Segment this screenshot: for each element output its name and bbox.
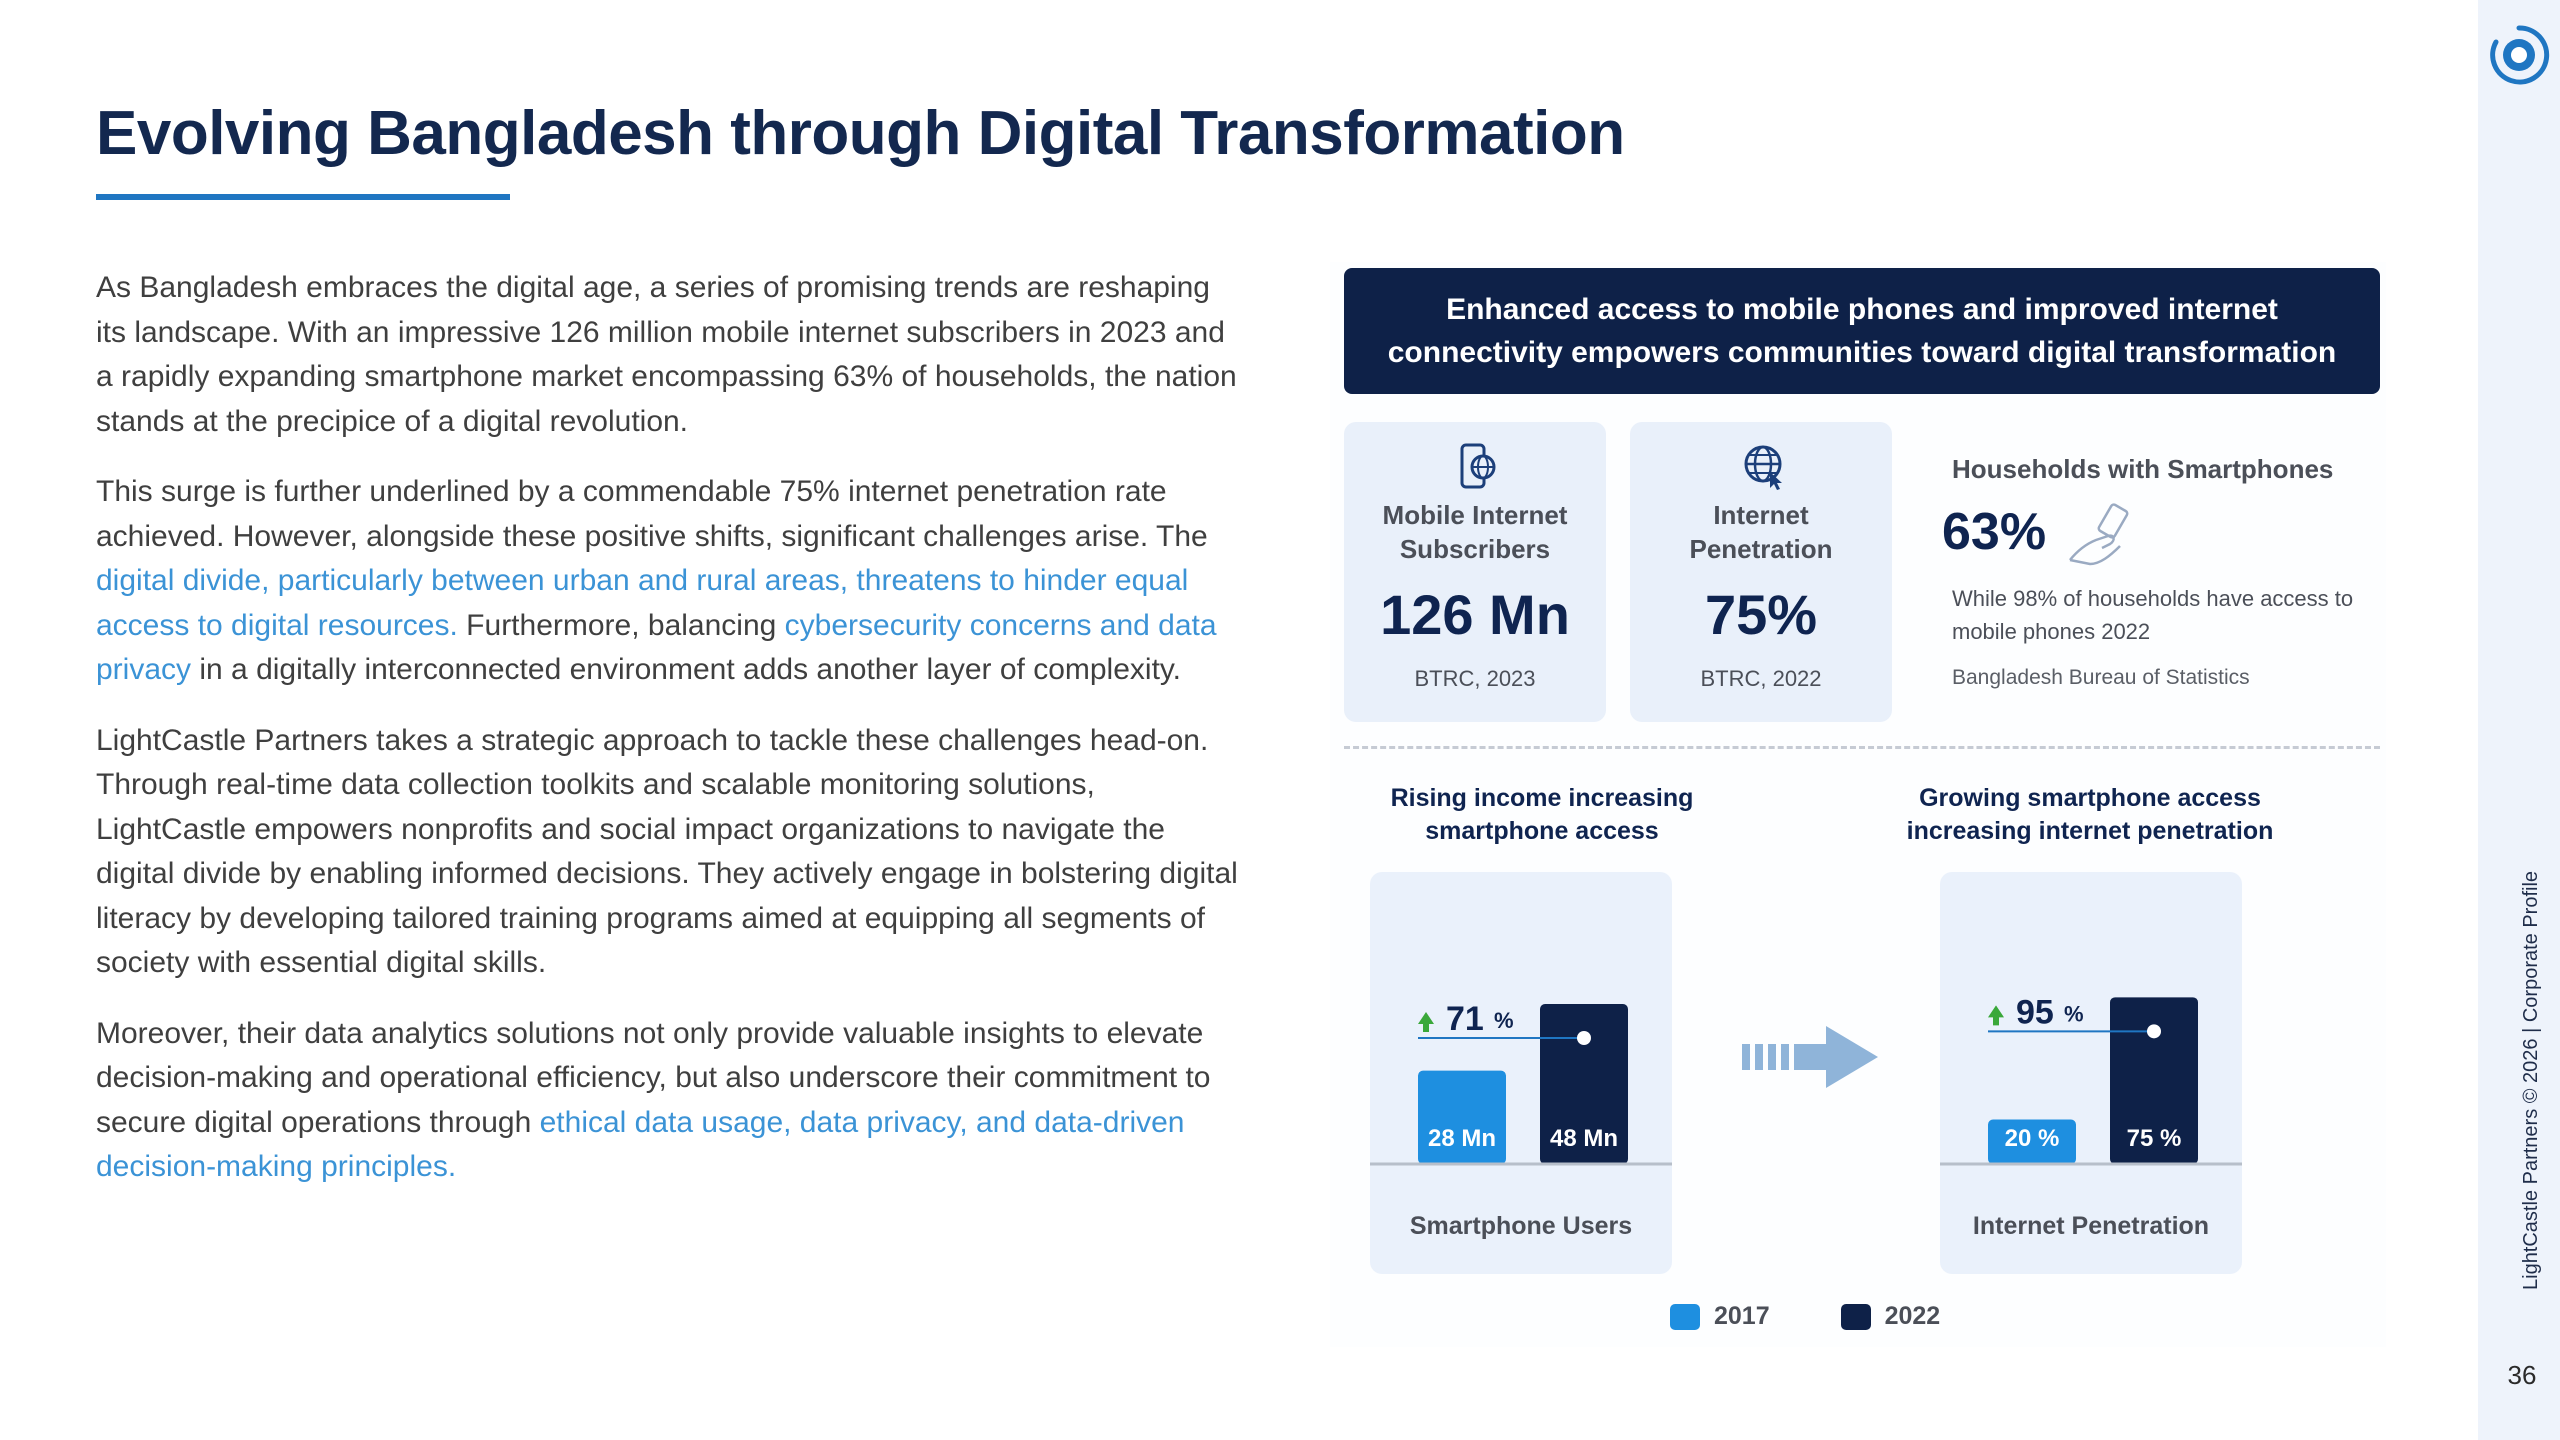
- mobile-globe-icon: [1460, 443, 1496, 489]
- left-chart-title: Rising income increasing smartphone acce…: [1390, 784, 1694, 845]
- stat-card-source: BTRC, 2022: [1700, 666, 1822, 691]
- bar-2017: [1418, 1070, 1506, 1164]
- highlight-digital-divide: digital divide, particularly between urb…: [96, 564, 1189, 642]
- side-bar: [2478, 0, 2560, 1440]
- body-text: As Bangladesh embraces the digital age, …: [96, 266, 1246, 1216]
- paragraph-1: As Bangladesh embraces the digital age, …: [96, 271, 1237, 438]
- bar-2017: [1988, 1119, 2076, 1164]
- growth-up-icon: [1988, 1005, 2004, 1026]
- chart-legend: 2017 2022: [1670, 1302, 2004, 1331]
- page-number: 36: [2507, 1360, 2537, 1390]
- growth-up-icon: [1418, 1012, 1434, 1032]
- highlight-ethical-data: ethical data usage, data privacy, and da…: [96, 1105, 1185, 1184]
- internet-penetration-chart-svg: 20 % 75 % 95 % Internet Penetration: [1940, 993, 2242, 1240]
- growth-label: 95: [2016, 993, 2054, 1031]
- legend-swatch-2022: [1840, 1304, 1871, 1331]
- smartphone-users-chart: 28 Mn 48 Mn 71% Smartphone Users: [1370, 872, 1672, 1274]
- stat-card-value: 126 Mn: [1380, 583, 1570, 646]
- bar-value-label: 48 Mn: [1550, 1125, 1618, 1152]
- banner-line-2: connectivity empowers communities toward…: [1387, 336, 2337, 369]
- legend-swatch-2017: [1670, 1304, 1700, 1331]
- paragraph-2: This surge is further underlined by a co…: [96, 470, 1246, 693]
- chart-x-label: Internet Penetration: [1973, 1212, 2209, 1240]
- stat-card-label: Internet Penetration: [1689, 500, 1833, 564]
- paragraph-2-text-a: This surge is further underlined by a co…: [96, 475, 1208, 553]
- growth-unit: %: [2064, 1001, 2084, 1026]
- bar-2022: [1540, 1004, 1628, 1164]
- footer-vertical-text: LightCastle Partners © 2026 | Corporate …: [2520, 870, 2542, 1290]
- stat-card-mobile-subscribers: Mobile Internet Subscribers 126 Mn BTRC, …: [1344, 422, 1606, 722]
- paragraph-4-text-a: Moreover, their data analytics solutions…: [96, 1016, 1211, 1139]
- growth-label: 71: [1446, 1000, 1484, 1038]
- growth-dot: [2147, 1024, 2161, 1039]
- bar-2022: [2110, 997, 2198, 1164]
- right-chart-title: Growing smartphone access increasing int…: [1906, 784, 2274, 845]
- bar-value-label: 28 Mn: [1428, 1125, 1496, 1152]
- growth-unit: %: [1494, 1008, 1514, 1033]
- internet-penetration-chart: 20 % 75 % 95% Internet Penetration: [1940, 872, 2242, 1274]
- bar-value-label: 20 %: [2005, 1125, 2060, 1152]
- paragraph-3: LightCastle Partners takes a strategic a…: [96, 723, 1238, 980]
- paragraph-4: Moreover, their data analytics solutions…: [96, 1012, 1246, 1190]
- lightcastle-logo-icon: [2490, 25, 2550, 85]
- section-divider: [1344, 746, 2380, 749]
- households-source: Bangladesh Bureau of Statistics: [1952, 666, 2250, 689]
- chart-x-label: Smartphone Users: [1410, 1212, 1632, 1240]
- stat-card-source: BTRC, 2023: [1414, 666, 1536, 691]
- households-value: 63%: [1942, 503, 2047, 561]
- paragraph-2-text-c: in a digitally interconnected environmen…: [191, 653, 1182, 686]
- hand-phone-icon: [2069, 503, 2129, 566]
- highlight-cybersecurity: cybersecurity concerns and data privacy: [96, 608, 1217, 687]
- arrow-right-icon: [1742, 1026, 1878, 1088]
- bar-value-label: 75 %: [2127, 1125, 2182, 1152]
- stat-card-internet-penetration: Internet Penetration 75% BTRC, 2022: [1630, 422, 1892, 722]
- legend-2017: 2017: [1670, 1302, 1770, 1331]
- stat-card-label: Mobile Internet Subscribers: [1382, 500, 1568, 564]
- infographic: Enhanced access to mobile phones and imp…: [1330, 262, 2386, 1347]
- stat-card-value: 75%: [1704, 583, 1818, 646]
- growth-dot: [1577, 1031, 1591, 1045]
- households-note: While 98% of households have access to m…: [1952, 586, 2354, 644]
- page-title: Evolving Bangladesh through Digital Tran…: [96, 99, 1625, 168]
- globe-cursor-icon: [1744, 445, 1782, 490]
- infographic-banner: Enhanced access to mobile phones and imp…: [1344, 268, 2380, 394]
- smartphone-users-chart-svg: 28 Mn 48 Mn 71 % Smartphone Users: [1370, 1000, 1672, 1240]
- banner-line-1: Enhanced access to mobile phones and imp…: [1446, 293, 2278, 326]
- paragraph-2-text-b: Furthermore, balancing: [457, 608, 785, 642]
- legend-2022: 2022: [1840, 1302, 1940, 1331]
- households-title: Households with Smartphones: [1952, 454, 2334, 484]
- title-underline: [96, 194, 510, 200]
